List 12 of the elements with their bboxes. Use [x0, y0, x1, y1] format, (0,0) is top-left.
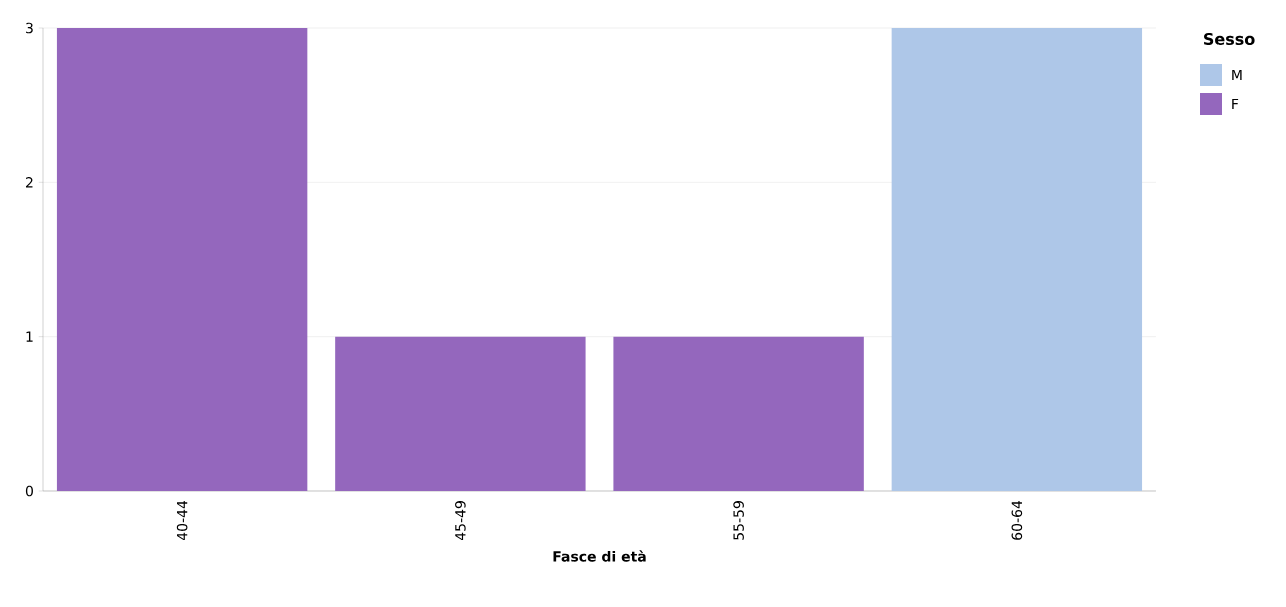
legend-label: F	[1232, 98, 1239, 110]
y-tick-label: 0	[25, 485, 33, 497]
y-tick-label: 1	[26, 331, 33, 342]
legend-label: M	[1232, 69, 1242, 81]
x-tick-label: 40-44	[176, 500, 188, 541]
x-tick-label: 55-59	[733, 501, 744, 540]
x-axis-title: Fasce di età	[553, 550, 646, 562]
legend-title: Sesso	[1204, 32, 1255, 46]
y-tick-label: 3	[26, 22, 33, 34]
x-tick-label: 60-64	[1011, 500, 1023, 540]
y-tick-label: 2	[25, 177, 33, 188]
x-tick-label: 45-49	[455, 501, 466, 541]
